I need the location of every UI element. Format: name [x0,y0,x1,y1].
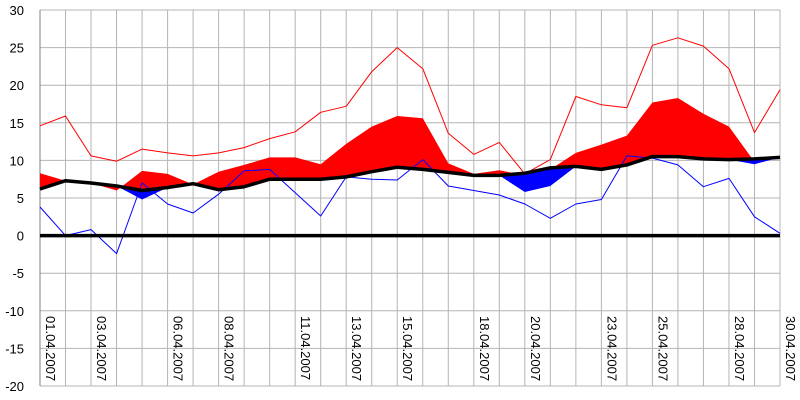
line-series-3 [39,154,781,193]
line-layer [39,37,781,255]
y-tick-label: 10 [10,153,24,168]
x-tick-label: 03.04.2007 [94,316,109,381]
y-tick-label: 5 [17,191,24,206]
x-tick-label: 30.04.2007 [783,316,798,381]
x-tick-label: 15.04.2007 [400,316,415,381]
x-tick-label: 28.04.2007 [732,316,747,381]
y-tick-label: 30 [10,3,24,18]
x-tick-label: 11.04.2007 [298,316,313,380]
x-tick-label: 18.04.2007 [477,316,492,381]
x-tick-label: 13.04.2007 [349,316,364,381]
x-tick-label: 23.04.2007 [604,316,619,381]
x-tick-label: 25.04.2007 [655,316,670,381]
line-series-0 [39,37,781,175]
x-tick-labels: 01.04.2007 03.04.2007 06.04.2007 08.04.2007… [43,316,798,381]
y-tick-label: -5 [12,266,24,281]
y-tick-label: 25 [10,41,24,56]
grid [39,9,781,387]
y-tick-label: 20 [10,78,24,93]
x-tick-label: 08.04.2007 [222,316,237,381]
x-tick-label: 01.04.2007 [43,316,58,381]
y-tick-label: -10 [5,304,24,319]
y-tick-label: 15 [10,116,24,131]
x-tick-label: 20.04.2007 [528,316,543,381]
y-tick-label: -20 [5,379,24,394]
y-tick-labels: 30 25 20 15 10 5 0 -5 -10 -15 -20 [5,3,24,394]
y-tick-label: 0 [17,229,24,244]
x-tick-label: 06.04.2007 [171,316,186,381]
y-tick-label: -15 [5,341,24,356]
